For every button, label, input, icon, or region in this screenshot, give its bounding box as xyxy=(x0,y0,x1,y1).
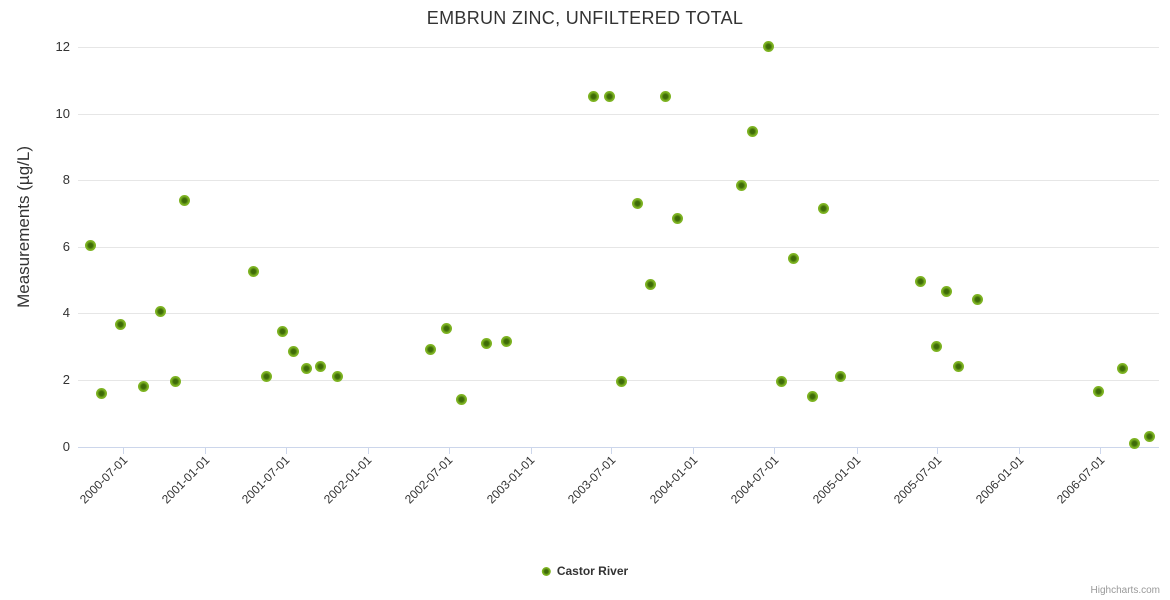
x-axis-tick-label: 2001-01-01 xyxy=(158,453,212,507)
x-axis-tick-label: 2003-07-01 xyxy=(564,453,619,507)
data-point[interactable] xyxy=(788,252,800,264)
x-axis-tick-mark xyxy=(856,448,858,454)
data-point[interactable] xyxy=(1129,437,1141,449)
y-axis-tick-label: 4 xyxy=(62,305,70,321)
x-axis-tick-label: 2004-07-01 xyxy=(728,453,782,507)
x-axis-tick-mark xyxy=(1019,448,1021,454)
y-axis-tick-label: 12 xyxy=(55,38,70,54)
data-point[interactable] xyxy=(603,91,615,103)
highcharts-credits-link[interactable]: Highcharts.com xyxy=(1090,585,1160,596)
x-axis-tick-label: 2001-07-01 xyxy=(239,453,293,507)
data-point[interactable] xyxy=(332,371,344,383)
y-axis-tick-label: 10 xyxy=(55,105,70,121)
data-point[interactable] xyxy=(178,194,190,206)
data-point[interactable] xyxy=(1143,431,1155,442)
data-point[interactable] xyxy=(972,294,984,306)
data-point[interactable] xyxy=(644,279,656,291)
y-gridline xyxy=(78,113,1159,115)
x-axis-line xyxy=(78,447,1159,448)
x-axis-tick-mark xyxy=(693,448,695,454)
data-point[interactable] xyxy=(114,319,126,331)
data-point[interactable] xyxy=(834,371,846,383)
data-point[interactable] xyxy=(85,239,97,251)
data-point[interactable] xyxy=(659,91,671,103)
x-axis-tick-mark xyxy=(530,448,532,454)
data-point[interactable] xyxy=(1117,362,1129,374)
data-point[interactable] xyxy=(248,266,260,278)
data-point[interactable] xyxy=(500,336,512,348)
y-axis-tick-label: 0 xyxy=(62,438,70,454)
y-gridline xyxy=(78,46,1159,48)
x-axis-tick-mark xyxy=(205,448,207,454)
data-point[interactable] xyxy=(940,286,952,298)
x-axis-tick-mark xyxy=(285,448,287,454)
data-point[interactable] xyxy=(1092,386,1104,398)
data-point[interactable] xyxy=(300,362,312,374)
legend-item-castor-river[interactable]: Castor River xyxy=(541,564,629,578)
data-point[interactable] xyxy=(276,326,288,338)
x-axis-tick-label: 2005-07-01 xyxy=(890,453,945,507)
x-axis-tick-label: 2003-01-01 xyxy=(484,453,538,507)
x-axis-tick-mark xyxy=(448,448,450,454)
data-point[interactable] xyxy=(776,376,788,388)
data-point[interactable] xyxy=(169,376,181,388)
data-point[interactable] xyxy=(735,179,747,191)
x-axis-tick-label: 2002-01-01 xyxy=(321,453,375,507)
legend-marker-icon xyxy=(541,566,551,576)
data-point[interactable] xyxy=(818,202,830,214)
data-point[interactable] xyxy=(762,41,774,53)
data-point[interactable] xyxy=(288,346,300,358)
data-point[interactable] xyxy=(441,322,453,334)
y-gridline xyxy=(78,313,1159,315)
x-axis-tick-label: 2006-01-01 xyxy=(972,453,1027,507)
data-point[interactable] xyxy=(481,337,493,349)
y-axis-tick-label: 8 xyxy=(62,172,70,188)
x-axis-tick-label: 2005-01-01 xyxy=(810,453,864,507)
data-point[interactable] xyxy=(425,344,437,356)
data-point[interactable] xyxy=(807,391,819,403)
x-axis-tick-label: 2002-07-01 xyxy=(402,453,456,507)
data-point[interactable] xyxy=(931,341,943,353)
data-point[interactable] xyxy=(260,371,272,383)
legend-label: Castor River xyxy=(556,564,629,578)
y-axis-tick-label: 2 xyxy=(62,371,70,387)
chart-title: EMBRUN ZINC, UNFILTERED TOTAL xyxy=(426,8,744,28)
x-axis-tick-mark xyxy=(367,448,369,454)
data-point[interactable] xyxy=(154,306,166,318)
data-point[interactable] xyxy=(456,394,468,406)
y-axis-tick-label: 6 xyxy=(62,238,70,254)
x-axis-tick-mark xyxy=(123,448,124,454)
x-axis-tick-mark xyxy=(774,448,776,454)
data-point[interactable] xyxy=(138,381,150,393)
data-point[interactable] xyxy=(953,361,965,373)
x-axis-tick-label: 2006-07-01 xyxy=(1053,453,1107,507)
y-gridline xyxy=(78,180,1159,182)
data-point[interactable] xyxy=(671,212,683,224)
x-axis-tick-mark xyxy=(1100,448,1101,454)
x-axis-tick-label: 2000-07-01 xyxy=(76,453,130,507)
data-point[interactable] xyxy=(587,91,599,103)
data-point[interactable] xyxy=(616,376,628,388)
x-axis-tick-mark xyxy=(937,448,939,454)
data-point[interactable] xyxy=(746,126,758,138)
data-point[interactable] xyxy=(96,387,108,399)
data-point[interactable] xyxy=(315,361,327,373)
x-axis-tick-label: 2004-01-01 xyxy=(646,453,701,507)
x-axis-tick-mark xyxy=(611,448,613,454)
data-point[interactable] xyxy=(915,276,927,288)
y-gridline xyxy=(78,246,1159,248)
data-point[interactable] xyxy=(632,197,644,209)
